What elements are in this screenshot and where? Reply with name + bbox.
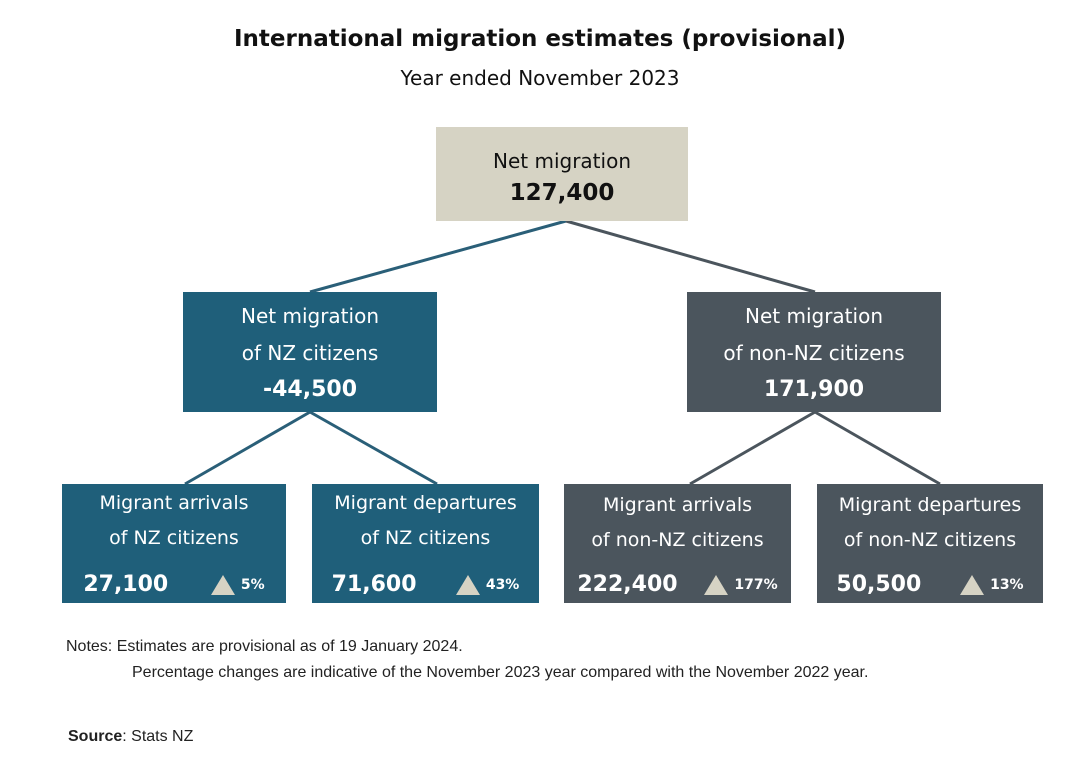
non-nz-arrivals-label-2: of non-NZ citizens xyxy=(591,529,764,551)
non-nz-arrivals-change: 177% xyxy=(704,574,778,595)
nz-departures-change: 43% xyxy=(455,574,520,595)
up-triangle-icon xyxy=(455,574,480,595)
notes: Notes: Estimates are provisional as of 1… xyxy=(66,638,868,682)
nz-departures-box: Migrant departures of NZ citizens 71,600… xyxy=(312,484,539,603)
nz-arrivals-change: 5% xyxy=(210,574,265,595)
non-nz-departures-label-1: Migrant departures xyxy=(838,494,1022,516)
connector-root-non xyxy=(565,219,816,294)
net-migration-box: Net migration 127,400 xyxy=(436,127,688,221)
up-triangle-icon xyxy=(704,574,729,595)
net-migration-label: Net migration xyxy=(493,148,631,173)
nz-arrivals-change-value: 5% xyxy=(240,576,265,593)
connector-non-departures xyxy=(814,410,941,486)
source-text: : Stats NZ xyxy=(122,728,194,745)
nz-arrivals-value: 27,100 xyxy=(83,572,169,597)
connector-root-nz xyxy=(309,219,567,294)
nz-arrivals-box: Migrant arrivals of NZ citizens 27,100 5… xyxy=(62,484,286,603)
notes-line-1: Notes: Estimates are provisional as of 1… xyxy=(66,638,463,655)
non-nz-net-label-2: of non-NZ citizens xyxy=(723,341,905,365)
non-nz-net-migration-box: Net migration of non-NZ citizens 171,900 xyxy=(687,292,941,412)
nz-net-value: -44,500 xyxy=(262,377,358,402)
connector-nz-departures xyxy=(309,410,438,486)
non-nz-arrivals-box: Migrant arrivals of non-NZ citizens 222,… xyxy=(564,484,791,603)
non-nz-departures-box: Migrant departures of non-NZ citizens 50… xyxy=(817,484,1043,603)
non-nz-arrivals-change-value: 177% xyxy=(734,576,778,593)
nz-net-label-2: of NZ citizens xyxy=(241,341,379,365)
source: Source: Stats NZ xyxy=(68,728,193,746)
nz-departures-change-value: 43% xyxy=(485,576,520,593)
net-migration-value: 127,400 xyxy=(509,179,615,206)
nz-net-label-1: Net migration xyxy=(241,304,379,328)
up-triangle-icon xyxy=(210,574,235,595)
source-label: Source xyxy=(68,728,123,745)
chart-title: International migration estimates (provi… xyxy=(233,26,847,52)
non-nz-arrivals-label-1: Migrant arrivals xyxy=(603,494,752,516)
non-nz-departures-value: 50,500 xyxy=(836,572,922,597)
non-nz-net-label-1: Net migration xyxy=(745,304,883,328)
nz-departures-value: 71,600 xyxy=(331,572,417,597)
up-triangle-icon xyxy=(960,574,985,595)
non-nz-departures-change: 13% xyxy=(960,574,1024,595)
nz-departures-label-1: Migrant departures xyxy=(334,492,517,514)
nz-net-migration-box: Net migration of NZ citizens -44,500 xyxy=(183,292,437,412)
chart-subtitle: Year ended November 2023 xyxy=(400,66,680,90)
nz-arrivals-label-1: Migrant arrivals xyxy=(99,492,249,514)
non-nz-arrivals-value: 222,400 xyxy=(577,572,678,597)
connector-nz-arrivals xyxy=(184,410,311,486)
non-nz-departures-change-value: 13% xyxy=(990,576,1024,593)
connector-non-arrivals xyxy=(689,410,816,486)
nz-arrivals-label-2: of NZ citizens xyxy=(109,527,239,549)
notes-line-2: Percentage changes are indicative of the… xyxy=(132,664,869,681)
nz-departures-label-2: of NZ citizens xyxy=(360,527,491,549)
non-nz-net-value: 171,900 xyxy=(763,377,865,402)
non-nz-departures-label-2: of non-NZ citizens xyxy=(843,529,1017,551)
